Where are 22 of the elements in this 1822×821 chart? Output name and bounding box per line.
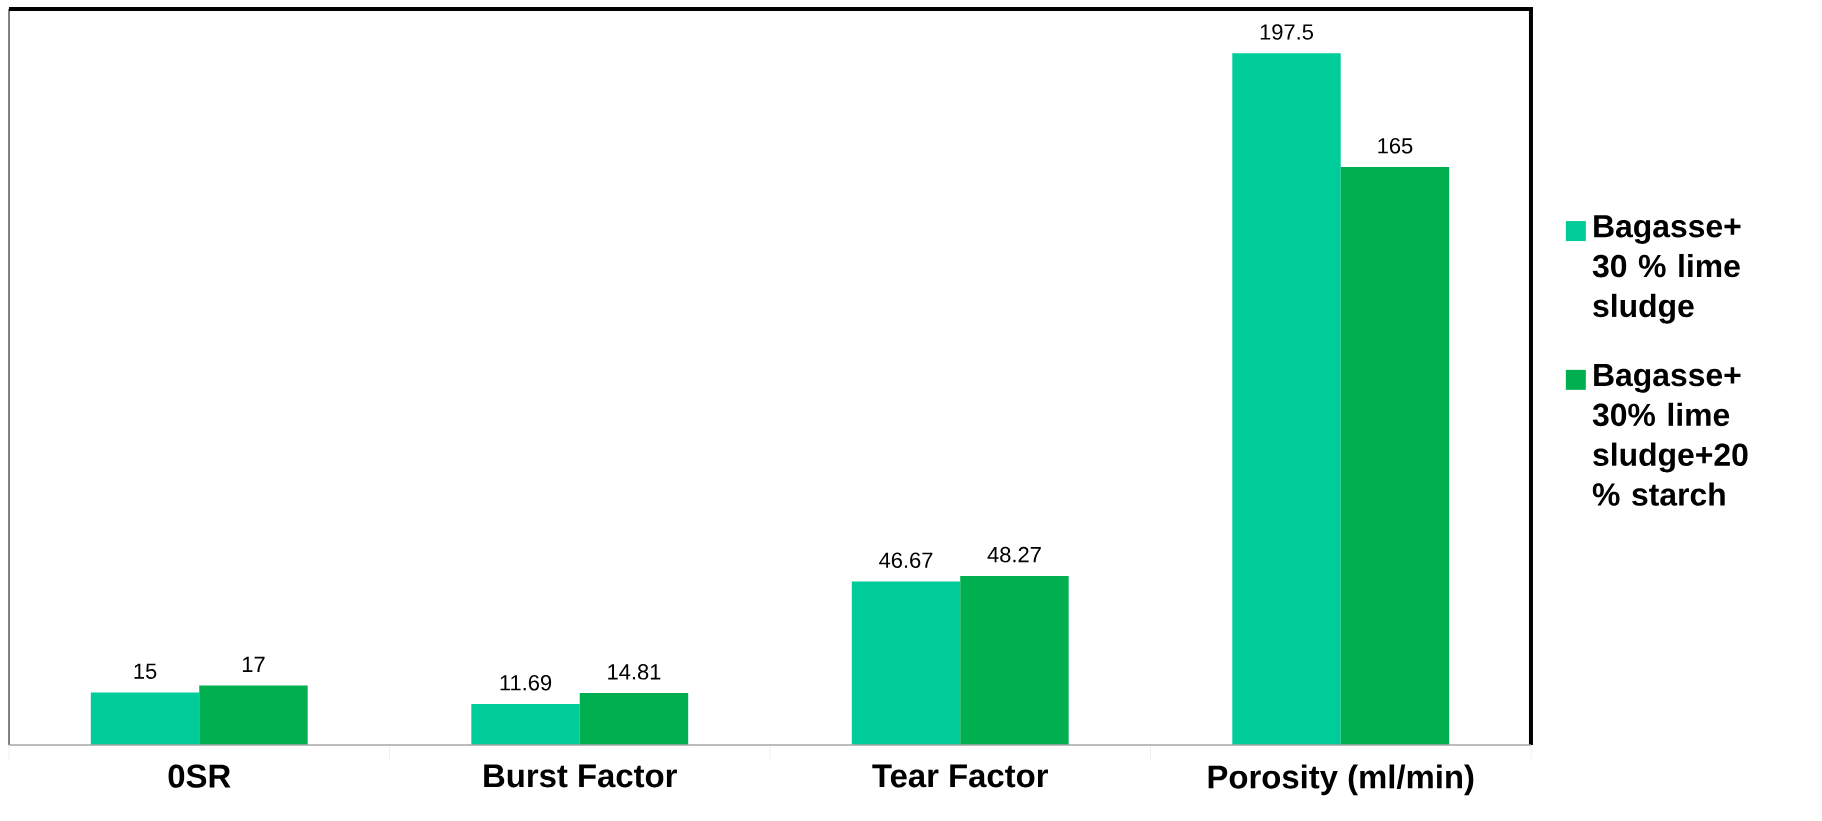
- x-tick-label: 0SR: [168, 764, 231, 788]
- bar: [579, 693, 689, 745]
- data-label: 46.67: [879, 552, 933, 569]
- legend-label: Bagasse+ 30% lime sludge+20 % starch: [1592, 364, 1748, 506]
- x-tick-label: Burst Factor: [484, 764, 677, 788]
- legend-label: Bagasse+ 30 % lime sludge: [1592, 215, 1741, 324]
- bar: [471, 704, 580, 745]
- bar: [1340, 167, 1450, 745]
- data-label: 11.69: [500, 674, 552, 691]
- x-tick-label: Porosity (ml/min): [1208, 764, 1474, 796]
- bar: [1232, 53, 1341, 745]
- x-tick-label: Tear Factor: [872, 764, 1049, 788]
- data-label: 48.27: [987, 546, 1041, 563]
- data-label: 14.81: [608, 664, 661, 680]
- data-label: 15: [134, 663, 157, 679]
- bar: [960, 575, 1069, 745]
- bar: [199, 685, 308, 745]
- bar: [90, 692, 200, 745]
- bar: [851, 581, 961, 745]
- data-label: 165: [1378, 138, 1413, 154]
- data-label: 197.5: [1260, 24, 1313, 40]
- data-label: 17: [242, 656, 265, 672]
